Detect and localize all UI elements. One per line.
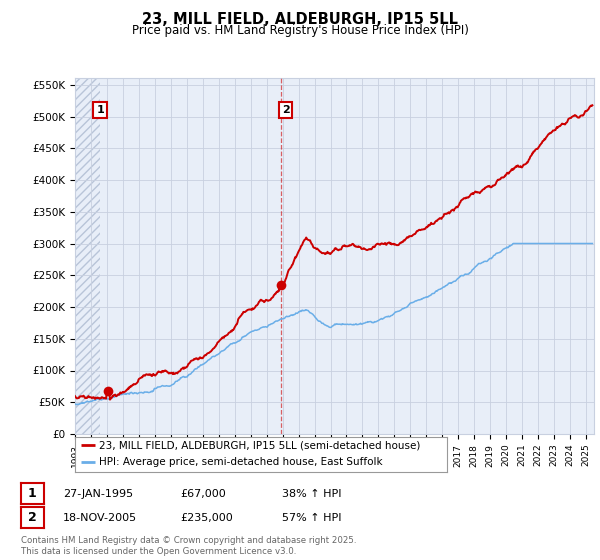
- Text: £67,000: £67,000: [180, 489, 226, 499]
- Text: 18-NOV-2005: 18-NOV-2005: [63, 513, 137, 523]
- Text: 27-JAN-1995: 27-JAN-1995: [63, 489, 133, 499]
- Text: Price paid vs. HM Land Registry's House Price Index (HPI): Price paid vs. HM Land Registry's House …: [131, 24, 469, 36]
- Text: 38% ↑ HPI: 38% ↑ HPI: [282, 489, 341, 499]
- Text: HPI: Average price, semi-detached house, East Suffolk: HPI: Average price, semi-detached house,…: [99, 457, 383, 467]
- Text: 1: 1: [28, 487, 37, 500]
- Text: 57% ↑ HPI: 57% ↑ HPI: [282, 513, 341, 523]
- Text: 2: 2: [28, 511, 37, 524]
- Text: 2: 2: [282, 105, 290, 115]
- Text: 23, MILL FIELD, ALDEBURGH, IP15 5LL (semi-detached house): 23, MILL FIELD, ALDEBURGH, IP15 5LL (sem…: [99, 441, 421, 450]
- Text: Contains HM Land Registry data © Crown copyright and database right 2025.
This d: Contains HM Land Registry data © Crown c…: [21, 536, 356, 556]
- Text: £235,000: £235,000: [180, 513, 233, 523]
- Text: 23, MILL FIELD, ALDEBURGH, IP15 5LL: 23, MILL FIELD, ALDEBURGH, IP15 5LL: [142, 12, 458, 27]
- Text: 1: 1: [96, 105, 104, 115]
